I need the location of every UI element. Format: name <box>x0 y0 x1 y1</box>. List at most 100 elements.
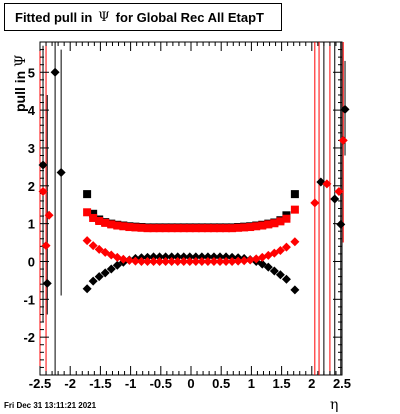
data-point-diamond <box>191 252 201 262</box>
data-point-square <box>107 220 116 229</box>
data-point-square <box>131 223 140 232</box>
data-point-diamond <box>149 252 159 262</box>
x-tick-label: -1.5 <box>89 376 111 391</box>
data-point-diamond <box>209 252 219 262</box>
data-point-diamond <box>227 256 237 266</box>
data-point-diamond <box>290 237 300 247</box>
data-point-square <box>191 224 200 233</box>
y-tick-label: 0 <box>28 254 35 269</box>
data-point-diamond <box>88 276 98 286</box>
data-point-diamond <box>118 254 128 264</box>
data-point-diamond <box>281 274 291 284</box>
data-point-diamond <box>82 236 92 246</box>
data-point-square <box>228 224 237 233</box>
chart-title-prefix: Fitted pull in <box>15 9 93 25</box>
data-point-diamond <box>197 252 207 262</box>
data-point-diamond <box>106 264 116 274</box>
data-point-diamond <box>112 260 122 270</box>
data-point-diamond <box>173 256 183 266</box>
data-point-diamond <box>136 256 146 266</box>
data-point-diamond <box>310 198 320 208</box>
data-point-square <box>83 190 92 199</box>
data-point-square <box>203 224 212 233</box>
data-point-diamond <box>338 135 348 145</box>
data-point-diamond <box>179 256 189 266</box>
data-point-diamond <box>290 285 300 295</box>
data-point-diamond <box>82 284 92 294</box>
data-point-diamond <box>203 256 213 266</box>
data-point-square <box>258 221 267 230</box>
data-point-diamond <box>322 179 332 189</box>
x-tick-label: -2 <box>64 376 76 391</box>
x-tick-label: -1 <box>125 376 137 391</box>
data-point-diamond <box>173 252 183 262</box>
data-point-diamond <box>221 252 231 262</box>
x-tick-label: -2.5 <box>29 376 51 391</box>
timestamp-footer: Fri Dec 31 13:11:21 2021 <box>4 401 97 410</box>
y-tick-label: 5 <box>28 65 35 80</box>
data-point-diamond <box>263 262 273 272</box>
data-point-square <box>222 224 231 233</box>
data-point-diamond <box>257 259 267 269</box>
data-point-diamond <box>167 252 177 262</box>
data-point-diamond <box>155 252 165 262</box>
data-point-diamond <box>215 252 225 262</box>
chart-title: Fitted pull in Ψ for Global Rec All Etap… <box>4 3 282 31</box>
x-tick-label: 2.5 <box>333 376 351 391</box>
data-point-square <box>101 218 110 227</box>
data-point-diamond <box>161 256 171 266</box>
data-point-diamond <box>130 256 140 266</box>
data-point-diamond <box>41 241 51 251</box>
x-tick-label: 1.5 <box>273 376 291 391</box>
data-point-diamond <box>185 256 195 266</box>
data-point-square <box>179 224 188 233</box>
data-point-diamond <box>340 104 350 114</box>
data-point-diamond <box>239 256 249 266</box>
x-tick-label: 2 <box>308 376 315 391</box>
data-point-square <box>185 224 194 233</box>
data-point-square <box>215 224 224 233</box>
data-point-diamond <box>275 246 285 256</box>
y-tick-label: 3 <box>28 141 35 156</box>
data-point-diamond <box>251 254 261 264</box>
data-point-diamond <box>124 255 134 265</box>
data-point-square <box>252 222 261 231</box>
data-point-diamond <box>334 186 344 196</box>
data-point-diamond <box>42 278 52 288</box>
data-point-square <box>155 224 164 233</box>
data-point-diamond <box>275 270 285 280</box>
data-point-diamond <box>281 242 291 252</box>
x-tick-label: 0 <box>187 376 194 391</box>
data-point-diamond <box>94 272 104 282</box>
data-point-square <box>282 214 291 223</box>
data-point-diamond <box>197 256 207 266</box>
data-point-diamond <box>330 194 340 204</box>
y-tick-label: 4 <box>28 103 36 118</box>
data-point-diamond <box>203 252 213 262</box>
data-point-square <box>95 216 104 225</box>
data-point-diamond <box>143 256 153 266</box>
chart-title-suffix: for Global Rec All EtapT <box>115 9 264 25</box>
data-point-diamond <box>161 252 171 262</box>
data-point-diamond <box>167 256 177 266</box>
y-tick-label: -2 <box>23 330 35 345</box>
data-point-diamond <box>56 168 66 178</box>
x-tick-label: 1 <box>248 376 255 391</box>
data-point-diamond <box>221 256 231 266</box>
data-point-square <box>149 224 158 233</box>
data-point-diamond <box>149 256 159 266</box>
data-point-square <box>290 205 299 214</box>
data-point-square <box>137 223 146 232</box>
y-tick-label: -1 <box>23 292 35 307</box>
data-point-square <box>276 217 285 226</box>
data-point-diamond <box>94 244 104 254</box>
data-point-diamond <box>209 256 219 266</box>
data-point-diamond <box>336 219 346 229</box>
data-point-square <box>143 224 152 233</box>
chart-title-psi-symbol: Ψ <box>98 9 110 25</box>
data-point-diamond <box>245 255 255 265</box>
data-point-square <box>290 190 299 199</box>
data-point-square <box>173 224 182 233</box>
y-tick-label: 2 <box>28 179 35 194</box>
